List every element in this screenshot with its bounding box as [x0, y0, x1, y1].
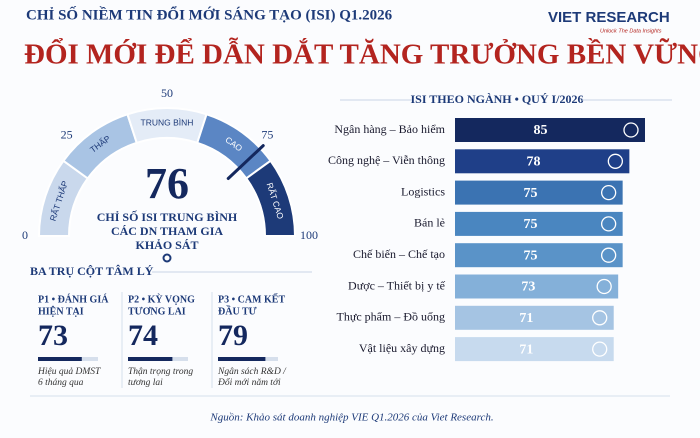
pillar-bar — [128, 357, 173, 361]
tagline: Unlock The Data Insights — [600, 28, 662, 34]
gauge-band-label: TRUNG BÌNH — [141, 117, 194, 127]
pillar-note: 6 tháng qua — [38, 378, 84, 388]
gauge-value: 76 — [145, 159, 189, 208]
bar-icon — [592, 341, 608, 357]
category-label: Chế biến – Chế tạo — [353, 247, 445, 261]
bar-icon — [596, 278, 612, 295]
pillar-bar — [218, 357, 266, 361]
gauge-tick-label: 50 — [161, 86, 173, 100]
bar — [455, 211, 623, 236]
gauge-tick-label: 0 — [22, 228, 28, 242]
subtitle: CHỈ SỐ NIỀM TIN ĐỔI MỚI SÁNG TẠO (ISI) Q… — [26, 5, 393, 23]
pillar-label: HIỆN TẠI — [38, 304, 84, 317]
bar-icon — [600, 216, 617, 232]
pillar-label: TƯƠNG LAI — [128, 306, 186, 317]
gauge-tick-label: 75 — [261, 127, 273, 141]
pillar-note: Hiệu quả DMST — [37, 367, 101, 377]
gauge-caption: KHẢO SÁT — [135, 238, 198, 252]
pillar-note: Thận trọng trong — [128, 367, 193, 377]
bar-icon — [592, 310, 608, 326]
bar-value: 73 — [521, 280, 535, 295]
pillar-note: Ngân sách R&D / — [217, 367, 287, 377]
bar — [455, 337, 614, 362]
bar-icon — [607, 153, 624, 169]
bar — [455, 180, 623, 205]
category-label: Dược – Thiết bị y tế — [348, 278, 446, 292]
bar-chart-title: ISI THEO NGÀNH • QUÝ I/2026 — [410, 92, 583, 106]
bar — [455, 305, 614, 330]
category-label: Ngân hàng – Bảo hiểm — [334, 122, 445, 136]
pillar-bar — [38, 357, 82, 361]
category-label: Bán lẻ — [414, 216, 445, 230]
bar-value: 71 — [519, 311, 533, 326]
gauge-tick-label: 25 — [61, 127, 73, 141]
pillar-note: Đổi mới năm tới — [217, 377, 281, 388]
gauge-caption: CHỈ SỐ ISI TRUNG BÌNH — [97, 209, 238, 224]
source: Nguồn: Khảo sát doanh nghiệp VIE Q1.2026… — [209, 412, 493, 424]
pillar-value: 73 — [38, 319, 68, 352]
category-label: Logistics — [401, 184, 445, 198]
bar-icon — [623, 122, 639, 138]
category-label: Thực phẩm – Đồ uống — [337, 310, 446, 324]
bar-value: 75 — [523, 248, 537, 263]
bar-value: 75 — [523, 217, 537, 232]
pillar-label: P3 • CAM KẾT — [218, 292, 285, 305]
category-label: Vật liệu xây dựng — [359, 341, 445, 355]
bar — [455, 243, 623, 268]
bar-value: 85 — [534, 123, 548, 138]
gauge-caption: CÁC DN THAM GIA — [111, 224, 223, 238]
gauge-band — [244, 159, 297, 237]
bar-icon — [600, 184, 617, 201]
gauge-dot — [162, 253, 172, 263]
logo: VIET RESEARCH — [548, 9, 670, 26]
bar — [455, 149, 630, 174]
bar-value: 78 — [526, 155, 540, 170]
category-label: Công nghệ – Viễn thông — [328, 153, 445, 167]
bar-value: 71 — [519, 342, 533, 357]
bar — [455, 274, 619, 299]
title: ĐỔI MỚI ĐỂ DẪN DẮT TĂNG TRƯỞNG BỀN VỮNG — [24, 37, 700, 71]
pillars-title: BA TRỤ CỘT TÂM LÝ — [30, 264, 154, 278]
bar-icon — [600, 247, 617, 263]
pillar-label: P2 • KỲ VỌNG — [128, 293, 195, 305]
pillar-note: tương lai — [128, 378, 163, 388]
pillar-value: 79 — [218, 319, 248, 352]
gauge-tick-label: 100 — [300, 228, 318, 242]
bar — [455, 118, 645, 142]
pillar-label: P1 • ĐÁNH GIÁ — [38, 293, 109, 305]
gauge-needle — [226, 144, 265, 180]
pillar-label: ĐẦU TƯ — [218, 304, 257, 317]
bar-value: 75 — [523, 186, 537, 201]
pillar-value: 74 — [128, 319, 158, 352]
